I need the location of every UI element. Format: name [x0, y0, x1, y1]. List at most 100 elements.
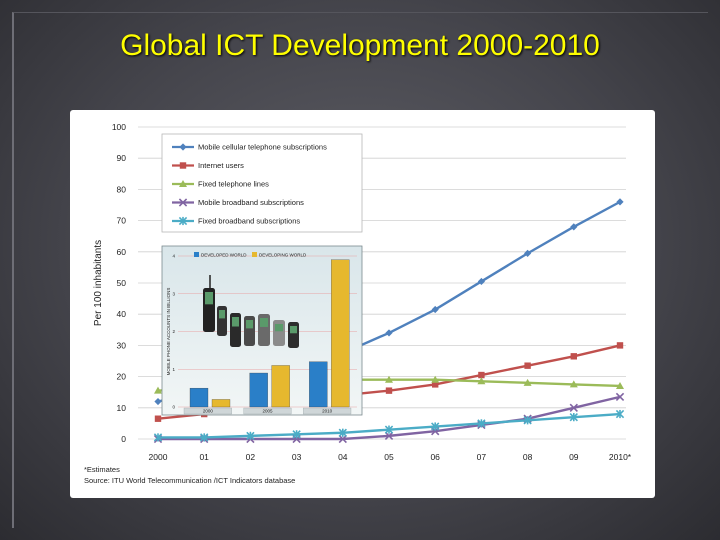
inset-y-tick: 2	[172, 329, 175, 334]
data-point	[431, 375, 440, 383]
mobile-phone-icon	[273, 320, 285, 346]
legend-label: Fixed broadband subscriptions	[198, 217, 300, 226]
data-point	[524, 362, 531, 369]
legend-label: Mobile broadband subscriptions	[198, 198, 304, 207]
x-tick-label: 2000	[149, 452, 168, 462]
phone-body	[288, 322, 299, 348]
slide-border	[12, 12, 708, 528]
x-tick-label: 08	[523, 452, 533, 462]
inset-legend-swatch	[252, 252, 257, 257]
footnote: *Estimates	[84, 465, 120, 474]
inset-y-tick: 4	[172, 254, 175, 259]
inset-bar	[249, 372, 268, 408]
inset-y-tick: 1	[172, 367, 175, 372]
data-point	[178, 216, 188, 226]
data-point	[569, 403, 578, 412]
mobile-phone-icon	[217, 306, 227, 336]
inset-y-title: MOBILE PHONE ACCOUNTS IN BILLIONS	[166, 288, 171, 376]
marker-stroke	[384, 431, 394, 441]
phone-screen	[232, 317, 239, 327]
mobile-phone-icon	[288, 322, 299, 348]
inset-legend-label: DEVELOPED WORLD	[201, 253, 247, 258]
data-point	[179, 162, 187, 169]
data-point	[292, 430, 301, 439]
x-tick-label: 01	[199, 452, 209, 462]
mobile-phone-icon	[203, 288, 215, 332]
data-point	[154, 386, 162, 394]
inset-y-tick: 0	[172, 405, 175, 410]
y-tick-label: 20	[117, 372, 127, 382]
slide-title: Global ICT Development 2000-2010	[120, 29, 600, 62]
data-point	[154, 415, 162, 422]
phone-body	[273, 320, 285, 346]
marker-stroke	[615, 392, 625, 402]
legend-label: Mobile cellular telephone subscriptions	[198, 143, 327, 152]
legend-box	[161, 133, 363, 233]
data-point	[178, 198, 188, 207]
data-point	[523, 378, 532, 386]
marker-stroke	[178, 198, 188, 207]
marker-stroke	[338, 434, 347, 444]
x-tick-label: 02	[246, 452, 256, 462]
data-point	[432, 381, 439, 388]
y-tick-label: 90	[117, 153, 127, 163]
inset-legend-label: DEVELOPING WORLD	[259, 253, 307, 258]
inset-bar	[271, 365, 290, 408]
inset-legend-swatch	[194, 252, 199, 257]
inset-y-tick: 3	[172, 291, 175, 296]
x-tick-label: 05	[384, 452, 394, 462]
phone-screen	[275, 324, 283, 332]
inset-x-tick: 2010	[322, 409, 333, 414]
y-tick-label: 70	[117, 216, 127, 226]
data-point	[570, 353, 577, 360]
inset-bar	[331, 259, 350, 408]
inset-bar	[189, 387, 209, 408]
x-tick-label: 07	[477, 452, 487, 462]
data-point	[200, 433, 209, 442]
data-point	[569, 412, 578, 422]
data-point	[153, 433, 163, 442]
data-point	[570, 223, 578, 231]
data-point	[616, 342, 624, 349]
data-point	[385, 375, 393, 383]
data-point	[616, 198, 624, 206]
data-point	[384, 431, 394, 441]
y-tick-label: 100	[112, 122, 126, 132]
y-tick-label: 80	[117, 184, 127, 194]
inset-category-plate	[243, 407, 292, 415]
data-point	[616, 381, 624, 389]
data-point	[246, 431, 255, 441]
data-point	[338, 428, 347, 437]
x-tick-label: 09	[569, 452, 579, 462]
y-tick-label: 40	[117, 309, 127, 319]
chart-panel: 0 10 20 30 40 50 60 70 80 90 100 2000 01 02 03 04 05 06 07…	[70, 110, 655, 498]
mobile-phone-icon	[230, 313, 241, 347]
legend-label: Fixed telephone lines	[198, 180, 269, 189]
data-point	[478, 371, 485, 379]
x-tick-label: 06	[430, 452, 440, 462]
phone-screen	[205, 292, 213, 305]
inset-bar	[211, 399, 231, 408]
phone-screen	[246, 320, 253, 329]
data-point	[431, 422, 440, 431]
phone-screen	[219, 310, 225, 319]
x-tick-label: 04	[338, 452, 348, 462]
data-point	[477, 419, 486, 428]
data-point	[154, 397, 162, 406]
inset-bar	[309, 361, 328, 408]
y-tick-label: 0	[121, 434, 126, 444]
data-point	[477, 277, 485, 286]
mobile-phone-icon	[258, 314, 270, 346]
data-point	[477, 377, 486, 385]
data-point	[179, 143, 187, 151]
data-point	[384, 425, 394, 434]
y-tick-label: 30	[117, 340, 127, 350]
data-point	[179, 180, 187, 187]
data-point	[523, 416, 532, 425]
x-tick-label: 03	[292, 452, 302, 462]
y-tick-label: 60	[117, 247, 127, 257]
footnote: Source: ITU World Telecommunication /ICT…	[84, 476, 295, 485]
data-point	[524, 249, 532, 257]
x-tick-label: 2010*	[609, 452, 632, 462]
